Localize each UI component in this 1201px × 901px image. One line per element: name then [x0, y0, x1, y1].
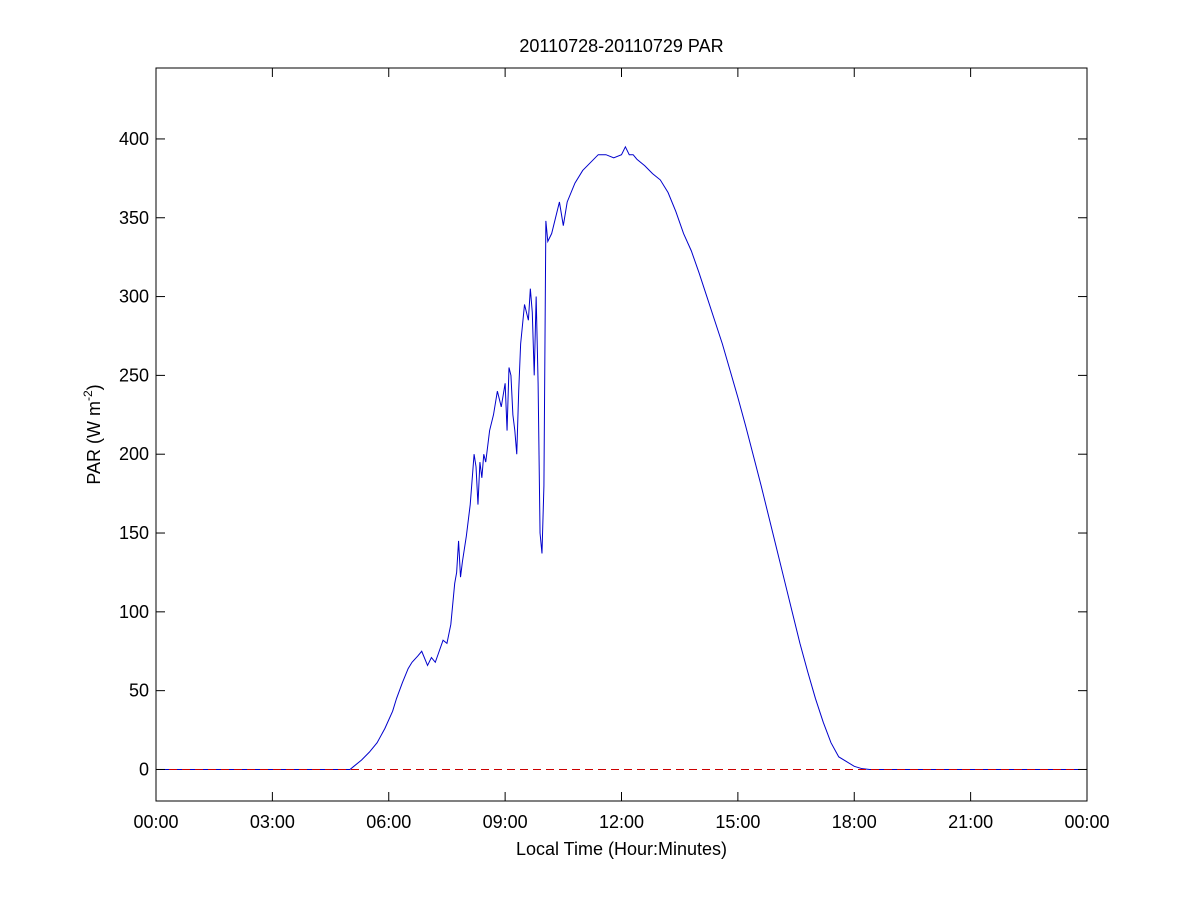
x-tick-label: 00:00: [133, 812, 178, 832]
x-tick-label: 00:00: [1064, 812, 1109, 832]
y-axis-title-suffix: ): [84, 384, 104, 390]
y-axis-title-prefix: PAR (W m: [84, 401, 104, 485]
y-tick-label: 350: [119, 208, 149, 228]
x-tick-label: 21:00: [948, 812, 993, 832]
series-layer: [156, 145, 1087, 770]
y-axis-title: PAR (W m-2): [81, 384, 104, 484]
y-tick-label: 0: [139, 759, 149, 779]
y-axis-title-superscript: -2: [81, 390, 95, 401]
y-tick-label: 300: [119, 287, 149, 307]
plot-frame: [155, 67, 1088, 802]
y-tick-label: 250: [119, 365, 149, 385]
plot-area: [156, 68, 1087, 801]
y-tick-label: 150: [119, 523, 149, 543]
y-tick-label: 100: [119, 602, 149, 622]
x-tick-label: 12:00: [599, 812, 644, 832]
y-tick-label: 50: [129, 681, 149, 701]
x-tick-label: 15:00: [715, 812, 760, 832]
ticks-layer: 00:00 03:00 06:00 09:00 12:00 15:00 18:00 21:00…: [119, 68, 1110, 832]
x-axis-title: Local Time (Hour:Minutes): [516, 839, 727, 859]
par-series-line: [156, 145, 1087, 770]
chart-title: 20110728-20110729 PAR: [519, 36, 723, 56]
x-tick-label: 03:00: [250, 812, 295, 832]
x-tick-label: 09:00: [483, 812, 528, 832]
x-tick-label: 18:00: [832, 812, 877, 832]
y-tick-label: 400: [119, 129, 149, 149]
y-tick-label: 200: [119, 444, 149, 464]
x-tick-label: 06:00: [366, 812, 411, 832]
